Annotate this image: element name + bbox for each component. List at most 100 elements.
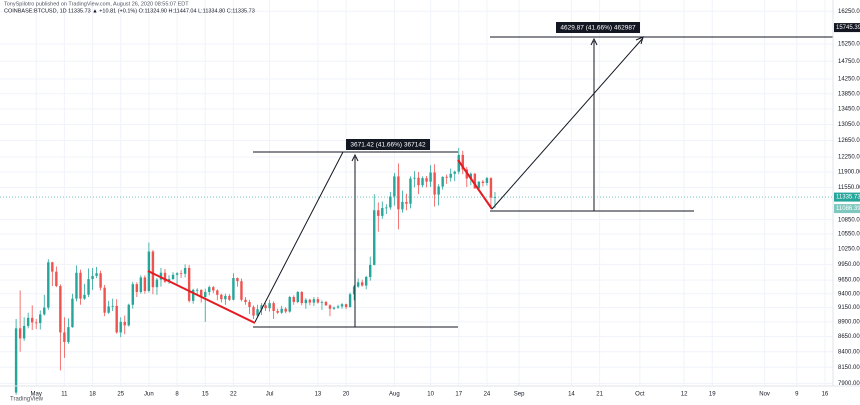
arrow-head — [351, 153, 359, 162]
price-label-box — [834, 23, 860, 33]
candle-body — [115, 305, 118, 333]
axes: 16250.00 15250.00 14750.00 14250.00 13850.00… — [0, 9, 860, 398]
candle-body — [268, 303, 271, 309]
candle-body — [252, 307, 255, 316]
candle-body — [67, 327, 70, 342]
x-tick-label: 20 — [343, 392, 350, 398]
candle-body — [481, 181, 485, 183]
candle-body — [75, 272, 78, 299]
y-tick-label: 8400.00 — [838, 349, 860, 355]
annotation-box — [556, 22, 640, 33]
candle-body — [256, 309, 259, 316]
candle-body — [59, 286, 62, 333]
candle-body — [240, 281, 243, 300]
y-tick-label: 10550.00 — [838, 232, 860, 238]
x-tick-label: 11 — [61, 392, 68, 398]
candle-body — [264, 305, 267, 309]
candle-body — [373, 210, 376, 265]
grid — [0, 0, 833, 386]
candle-body — [276, 310, 279, 313]
y-tick-label: 16250.00 — [838, 9, 860, 15]
x-tick-label: Jul — [266, 392, 274, 398]
y-tick-label: 8900.00 — [838, 319, 860, 325]
candle-body — [417, 177, 420, 186]
candle-body — [200, 289, 203, 297]
candle-body — [183, 268, 187, 274]
candle-body — [324, 301, 328, 306]
x-tick-label: 14 — [568, 392, 575, 398]
x-tick-label: 22 — [230, 392, 237, 398]
candle-body — [35, 322, 38, 324]
candle-body — [304, 299, 308, 304]
candle-body — [107, 306, 110, 313]
y-tick-label: 15250.00 — [838, 42, 860, 48]
arrow-head — [590, 37, 598, 46]
x-tick-label: 18 — [89, 392, 96, 398]
candle-body — [14, 328, 18, 393]
candle-body — [449, 173, 452, 178]
candle-body — [171, 274, 175, 280]
candle-body — [179, 273, 183, 275]
candle-body — [332, 307, 336, 309]
candle-body — [71, 298, 74, 328]
candle-body — [429, 172, 432, 182]
candle-body — [131, 284, 135, 305]
candle-body — [216, 290, 219, 295]
candle-body — [308, 299, 312, 303]
y-tick-label: 14250.00 — [838, 77, 860, 83]
candle-body — [312, 299, 316, 303]
candle-body — [356, 282, 360, 287]
projection-line — [254, 151, 344, 323]
trend-line — [457, 159, 493, 210]
candle-body — [43, 307, 46, 315]
candle-body — [433, 172, 436, 195]
candle-body — [63, 332, 66, 342]
candle-body — [320, 301, 324, 303]
candle-body — [409, 178, 412, 204]
drawings: 3671.42 (41.66%) 367142 4629.87 (41.66%)… — [147, 22, 833, 328]
candle-body — [260, 305, 263, 310]
candle-body — [204, 292, 207, 297]
candle-body — [159, 272, 163, 280]
candle-body — [139, 277, 143, 293]
candle-body — [288, 296, 291, 312]
trend-line — [147, 270, 256, 324]
chart-subtitle: COINBASE:BTCUSD, 1D 11335.73 ▲ +10.81 (+… — [4, 8, 255, 14]
candle-body — [445, 176, 448, 178]
y-tick-label: 13050.00 — [838, 122, 860, 128]
candle-body — [119, 321, 122, 333]
x-tick-label: 10 — [427, 392, 434, 398]
price-label: 11086.39 — [836, 206, 860, 212]
y-tick-label: 13850.00 — [838, 91, 860, 97]
candle-body — [348, 294, 352, 308]
candle-body — [385, 207, 388, 209]
candle-body — [143, 277, 147, 291]
candle-body — [220, 294, 223, 300]
candle-body — [340, 304, 344, 307]
candle-body — [232, 278, 235, 300]
candle-body — [236, 278, 239, 282]
price-label-box — [834, 204, 860, 214]
candle-body — [22, 325, 26, 339]
x-tick-label: Nov — [759, 392, 770, 398]
candle-body — [296, 292, 299, 302]
y-tick-label: 14750.00 — [838, 59, 860, 65]
candle-body — [344, 304, 348, 308]
y-tick-label: 9650.00 — [838, 278, 860, 284]
x-tick-label: 9 — [795, 392, 799, 398]
candle-body — [111, 305, 114, 307]
candle-body — [405, 201, 408, 204]
x-tick-label: Sep — [514, 392, 525, 398]
candle-body — [457, 154, 460, 172]
candle-body — [123, 321, 126, 326]
x-tick-label: 17 — [455, 392, 462, 398]
x-tick-label: 8 — [175, 392, 179, 398]
candle-body — [421, 178, 424, 186]
candle-body — [18, 328, 22, 339]
x-tick-label: 21 — [596, 392, 603, 398]
y-tick-label: 13450.00 — [838, 106, 860, 112]
y-tick-label: 9150.00 — [838, 305, 860, 311]
y-tick-label: 9400.00 — [838, 291, 860, 297]
logo: TradingView — [10, 397, 44, 403]
